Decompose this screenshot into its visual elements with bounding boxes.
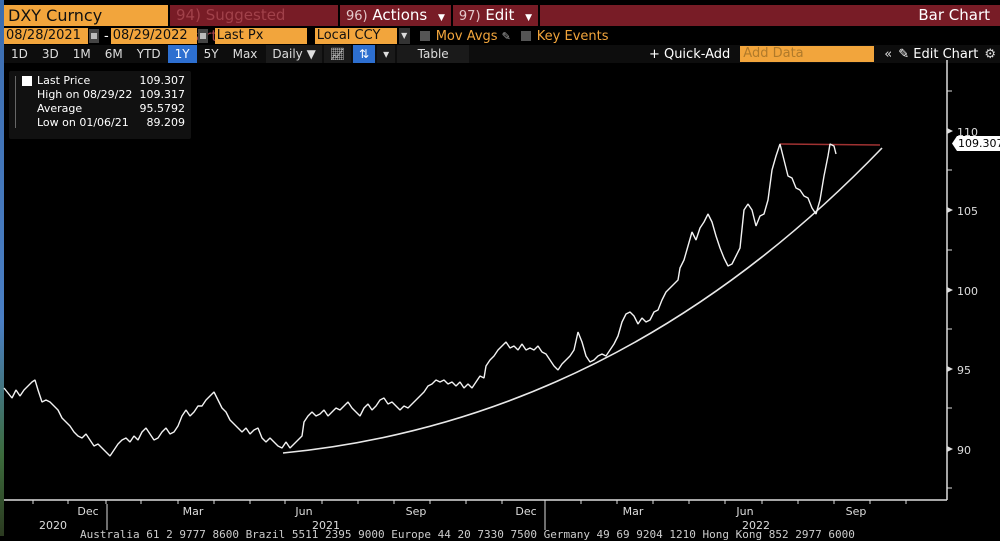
edit-label: Edit <box>485 5 515 24</box>
add-data-input[interactable]: Add Data <box>740 46 875 62</box>
y-tick-100: 100 <box>957 285 978 298</box>
y-tick-90: 90 <box>957 444 971 457</box>
period-5y[interactable]: 5Y <box>203 47 219 61</box>
quick-add-button[interactable]: + Quick-Add <box>648 46 731 62</box>
mov-avgs-checkbox[interactable] <box>419 31 430 41</box>
ticker-field[interactable]: DXY Curncy <box>4 4 168 26</box>
actions-label: Actions <box>372 5 428 24</box>
x-year-2020: 2020 <box>39 519 67 532</box>
key-events-checkbox[interactable] <box>520 31 531 41</box>
x-tick-sep: Sep <box>406 505 427 518</box>
legend-value: 89.209 <box>146 116 186 129</box>
frequency-select[interactable]: Daily ▼ <box>266 45 322 63</box>
uptrend-curve <box>282 147 883 454</box>
y-tick-95: 95 <box>957 364 971 377</box>
period-ytd[interactable]: YTD <box>136 47 161 61</box>
legend-row-low: Low on 01/06/21 89.209 <box>37 116 185 130</box>
news-ticker-tape: Australia 61 2 9777 8600 Brazil 5511 239… <box>80 528 855 541</box>
period-3d[interactable]: 3D <box>41 47 59 61</box>
key-events-label: Key Events <box>536 28 609 44</box>
table-button[interactable]: Table <box>397 45 470 63</box>
currency-select[interactable]: Local CCY <box>314 28 397 44</box>
x-year-2021: 2021 <box>312 519 340 532</box>
x-tick-jun: Jun <box>294 505 312 518</box>
legend-tree-lines <box>15 76 24 128</box>
field-select[interactable]: Last Px <box>214 28 307 44</box>
edit-chart-label: Edit Chart <box>913 46 979 62</box>
window-title: Bar Chart <box>540 4 1000 26</box>
x-tick-dec: Dec <box>77 505 98 518</box>
line-chart-icon[interactable]: 📈︎ <box>323 45 352 63</box>
bar-chart-icon[interactable]: ⇅ <box>353 45 376 63</box>
start-date-input[interactable]: 08/28/2021 <box>4 28 88 44</box>
legend-value: 109.307 <box>139 74 186 87</box>
edit-num: 97) <box>458 8 481 24</box>
last-price-tag: 109.307 <box>952 136 1000 151</box>
x-tick-dec: Dec <box>515 505 536 518</box>
period-1d[interactable]: 1D <box>11 47 28 61</box>
legend-value: 95.5792 <box>139 102 186 115</box>
date-separator: - <box>104 28 109 44</box>
end-date-input[interactable]: 08/29/2022 <box>110 28 197 44</box>
actions-num: 96) <box>346 8 368 24</box>
chevron-down-icon: ▼ <box>437 12 445 23</box>
suggested-charts-button[interactable]: 94) Suggested Charts <box>170 4 338 45</box>
actions-menu[interactable]: 96) Actions ▼ <box>340 4 451 26</box>
y-tick-110: 110 <box>957 126 978 139</box>
chevron-down-icon: ▼ <box>525 12 533 23</box>
chart-toolbar: 1D 3D 1M 6M YTD 1Y 5Y Max Daily ▼ 📈︎ ⇅ ▾… <box>4 45 1000 63</box>
calendar-icon[interactable] <box>89 29 99 43</box>
legend-label: Average <box>37 102 83 115</box>
chevron-down-icon[interactable]: ▾ <box>377 45 396 63</box>
y-tick-105: 105 <box>957 205 978 218</box>
period-max[interactable]: Max <box>232 47 258 61</box>
collapse-icon[interactable]: « <box>884 46 893 62</box>
edit-menu[interactable]: 97) Edit ▼ <box>452 4 539 26</box>
price-chart[interactable]: 110 105 100 95 90 Dec Mar Jun Sep Dec Ma… <box>0 60 1000 536</box>
legend-label: Last Price <box>37 74 91 87</box>
legend-label: High on 08/29/22 <box>37 88 133 101</box>
period-1m[interactable]: 1M <box>72 47 91 61</box>
legend-row-high: High on 08/29/22 109.317 <box>37 88 185 102</box>
chart-legend[interactable]: Last Price 109.307 High on 08/29/22 109.… <box>9 71 191 139</box>
x-tick-mar: Mar <box>623 505 644 518</box>
x-tick-jun: Jun <box>735 505 753 518</box>
calendar-icon[interactable] <box>197 29 208 43</box>
gear-icon[interactable]: ⚙ <box>984 46 996 62</box>
price-series <box>3 143 837 457</box>
x-year-2022: 2022 <box>742 519 770 532</box>
title-bar: DXY Curncy 94) Suggested Charts 96) Acti… <box>4 4 1000 45</box>
legend-value: 109.317 <box>139 88 186 101</box>
desktop-edge <box>0 0 4 536</box>
pencil-icon[interactable]: ✎ <box>501 29 511 43</box>
date-controls: 08/28/2021 - 08/29/2022 Last Px Local CC… <box>4 27 1000 45</box>
legend-row-last-price: Last Price 109.307 <box>37 74 185 88</box>
last-price-swatch <box>22 76 32 86</box>
mov-avgs-label: Mov Avgs <box>435 28 498 44</box>
legend-label: Low on 01/06/21 <box>37 116 129 129</box>
period-1y[interactable]: 1Y <box>167 45 197 63</box>
edit-chart-button[interactable]: ✎ Edit Chart <box>898 46 979 62</box>
chevron-down-icon[interactable]: ▼ <box>398 28 410 44</box>
legend-row-average: Average 95.5792 <box>37 102 185 116</box>
x-tick-sep: Sep <box>846 505 867 518</box>
period-6m[interactable]: 6M <box>104 47 123 61</box>
x-tick-mar: Mar <box>183 505 204 518</box>
